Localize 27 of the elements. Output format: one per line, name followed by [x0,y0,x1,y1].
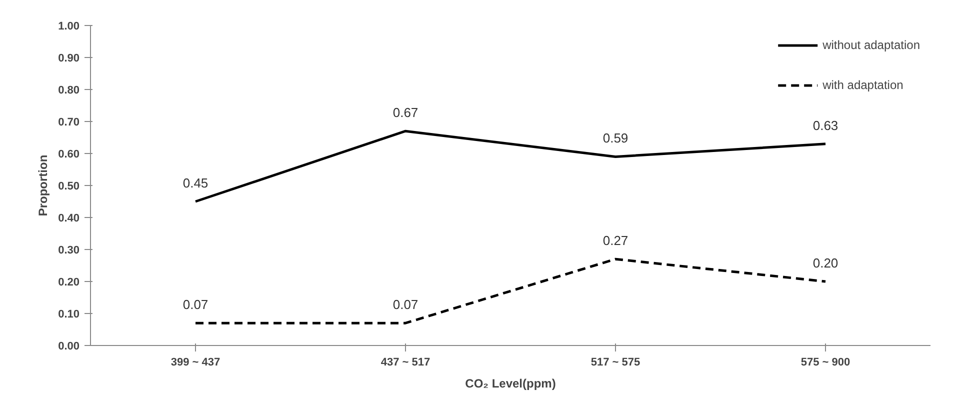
data-label: 0.45 [182,176,208,190]
x-tick-label: 399 ~ 437 [170,356,220,368]
x-axis-title: CO₂ Level(ppm) [465,376,556,390]
data-label: 0.20 [812,256,838,270]
y-tick-label: 0.70 [58,116,80,128]
data-label: 0.27 [602,233,628,248]
y-tick-label: 0.50 [58,180,80,192]
x-tick-label: 517 ~ 575 [590,356,640,368]
y-tick-label: 0.10 [58,308,80,320]
data-label: 0.59 [602,130,628,146]
x-tick-label: 575 ~ 900 [800,356,850,368]
y-tick-label: 1.00 [58,20,80,32]
data-label: 0.07 [392,297,418,312]
x-tick-label: 437 ~ 517 [380,356,430,368]
data-label: 0.67 [392,105,418,120]
legend-label: without adaptation [822,38,920,52]
y-tick-label: 0.80 [58,84,80,96]
y-tick-label: 0.40 [58,212,80,224]
y-axis-title: Proportion [36,154,50,216]
y-tick-label: 0.60 [58,148,80,160]
legend-label: with adaptation [822,78,904,92]
y-tick-label: 0.00 [58,340,80,352]
y-tick-label: 0.20 [58,276,80,288]
y-tick-label: 0.30 [58,244,80,256]
data-label: 0.63 [812,118,838,133]
data-label: 0.07 [182,297,208,312]
y-tick-label: 0.90 [58,52,80,64]
